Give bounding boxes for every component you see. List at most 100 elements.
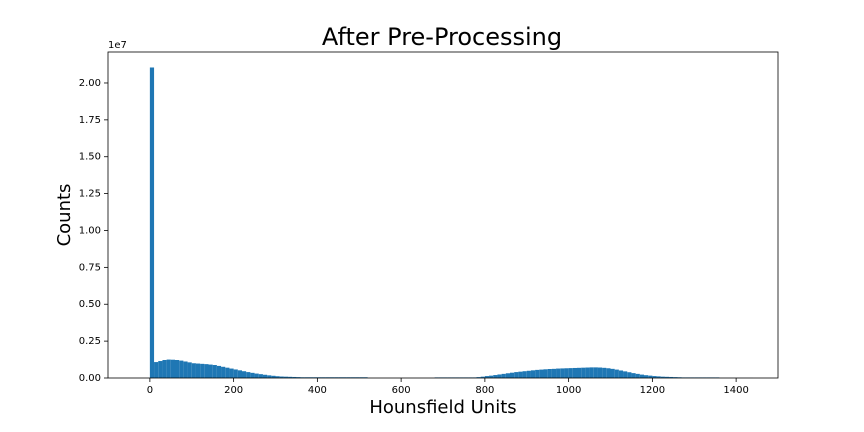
bar (250, 372, 255, 378)
bar (635, 373, 640, 378)
x-axis-label: Hounsfield Units (369, 397, 516, 418)
bar (229, 368, 234, 378)
bar (191, 363, 196, 378)
y-tick-label: 1.50 (79, 152, 101, 163)
bar (514, 372, 519, 378)
bar (648, 375, 653, 378)
bar (195, 363, 201, 378)
bar (522, 371, 527, 378)
bar (535, 369, 540, 378)
bar (652, 376, 657, 378)
bar (296, 377, 301, 378)
bar (656, 376, 661, 378)
x-tick-label: 1200 (640, 385, 665, 396)
bar (158, 361, 163, 378)
bar (267, 375, 272, 378)
x-tick-label: 600 (392, 385, 411, 396)
bar (187, 362, 192, 378)
bar (279, 376, 284, 378)
bar (208, 364, 213, 378)
x-tick-label: 800 (475, 385, 494, 396)
bar (585, 367, 590, 378)
bar (568, 368, 573, 378)
bar (493, 375, 498, 378)
bar (271, 375, 276, 378)
bar (200, 363, 205, 378)
bar (577, 367, 582, 378)
bar (216, 365, 222, 378)
bar (162, 360, 167, 378)
bar (518, 371, 523, 378)
bar (547, 369, 552, 378)
bar (669, 376, 674, 378)
bar (526, 370, 531, 378)
bar (614, 369, 619, 378)
bar (288, 376, 293, 378)
x-tick-label: 200 (224, 385, 243, 396)
bar (484, 376, 490, 378)
bar (175, 360, 180, 378)
chart-title: After Pre-Processing (322, 23, 562, 51)
bar (623, 371, 628, 378)
bar (551, 368, 557, 378)
plot-frame (107, 51, 779, 379)
y-tick-label: 0.00 (79, 373, 101, 384)
bar (556, 368, 561, 378)
bar (283, 376, 289, 378)
bar (597, 367, 603, 378)
bar (258, 374, 263, 378)
bar (489, 375, 494, 378)
bar (593, 367, 598, 378)
bar (581, 367, 586, 378)
bar (166, 359, 171, 378)
bar (505, 373, 510, 378)
bar (275, 376, 280, 378)
bar (476, 377, 481, 378)
bar (154, 362, 159, 378)
bar (530, 370, 536, 378)
bar (610, 368, 615, 378)
bar (664, 376, 670, 378)
bar (572, 367, 577, 378)
bar (627, 372, 632, 378)
bar (183, 361, 188, 378)
bar (560, 368, 565, 378)
bar (606, 368, 611, 378)
bar (246, 372, 251, 378)
y-tick-label: 1.00 (79, 225, 101, 236)
bar (262, 374, 268, 378)
bar (510, 372, 515, 378)
y-tick-label: 1.25 (79, 189, 101, 200)
bar (242, 371, 247, 378)
bar (644, 375, 649, 378)
bar (212, 365, 217, 378)
bar (292, 376, 297, 378)
x-tick-label: 0 (147, 385, 153, 396)
y-tick-label: 0.75 (79, 262, 101, 273)
bar (673, 377, 678, 378)
bar (501, 373, 506, 378)
y-tick-label: 0.25 (79, 336, 101, 347)
bar (539, 369, 544, 378)
x-tick-label: 1400 (723, 385, 748, 396)
bar (618, 370, 624, 378)
bar (170, 359, 175, 378)
bar (254, 373, 259, 378)
bar (543, 369, 548, 378)
bar (660, 376, 665, 378)
x-tick-label: 1000 (556, 385, 581, 396)
bar (233, 369, 238, 378)
bar (639, 374, 644, 378)
bar (564, 368, 569, 378)
bar (631, 373, 636, 378)
bar (225, 367, 230, 378)
x-tick-label: 400 (308, 385, 327, 396)
bar (602, 367, 607, 378)
y-axis-label: Counts (54, 184, 75, 247)
bar (221, 366, 226, 378)
y-tick-label: 1.75 (79, 115, 101, 126)
y-tick-label: 2.00 (79, 78, 101, 89)
bar (204, 364, 209, 378)
bar (149, 67, 155, 379)
